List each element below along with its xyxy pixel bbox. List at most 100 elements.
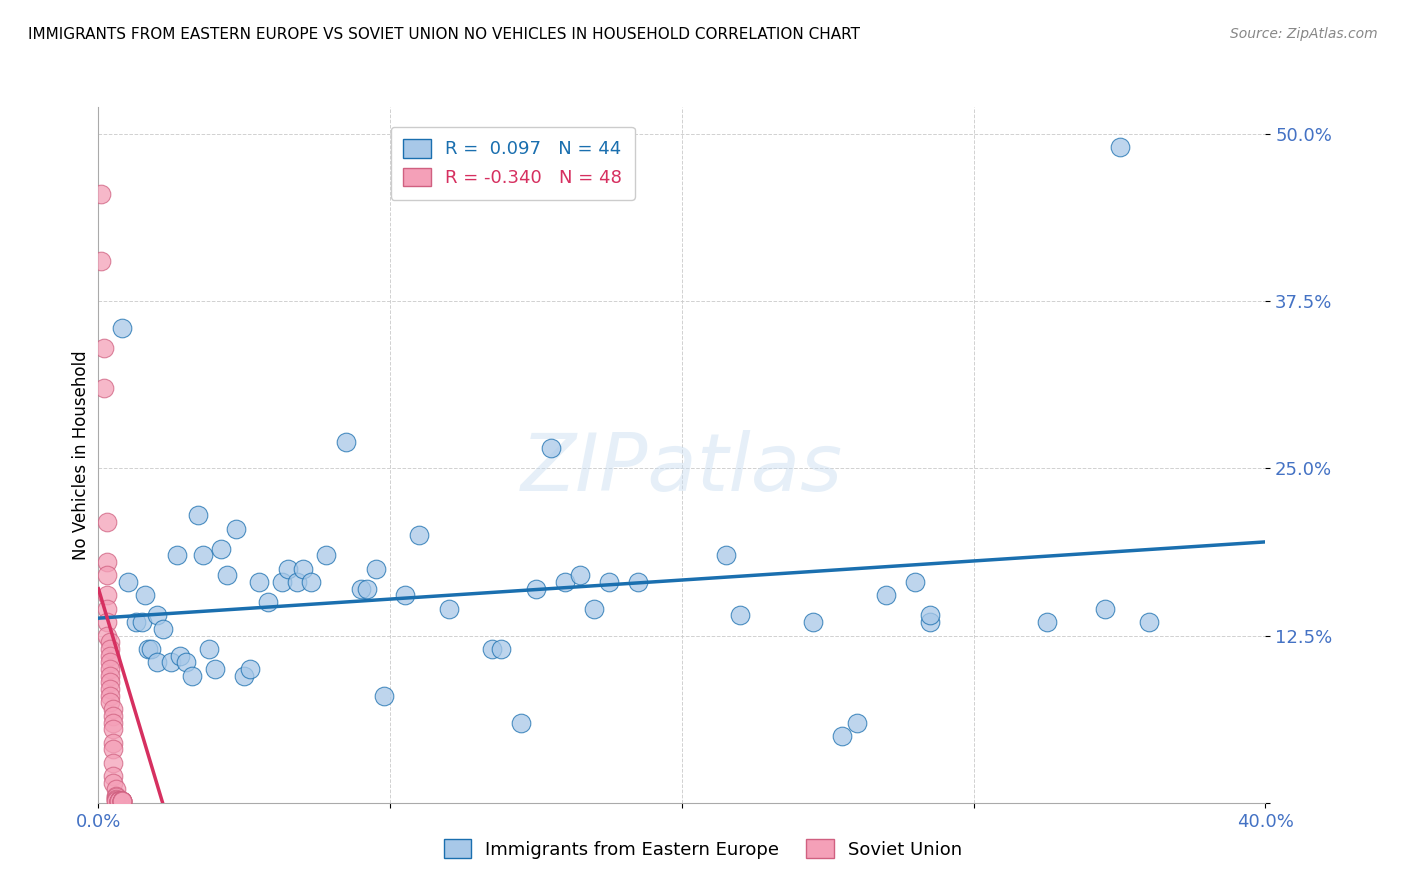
Point	[101, 776, 124, 790]
Text: Source: ZipAtlas.com: Source: ZipAtlas.com	[1230, 27, 1378, 41]
Point	[714, 548, 737, 563]
Point	[524, 582, 547, 596]
Point	[98, 655, 121, 669]
Point	[146, 655, 169, 669]
Point	[315, 548, 337, 563]
Point	[583, 602, 606, 616]
Text: IMMIGRANTS FROM EASTERN EUROPE VS SOVIET UNION NO VEHICLES IN HOUSEHOLD CORRELAT: IMMIGRANTS FROM EASTERN EUROPE VS SOVIET…	[28, 27, 860, 42]
Point	[350, 582, 373, 596]
Point	[111, 795, 134, 809]
Point	[627, 575, 650, 590]
Point	[131, 615, 153, 630]
Point	[146, 608, 169, 623]
Point	[256, 595, 278, 609]
Point	[108, 795, 131, 809]
Point	[291, 562, 314, 576]
Point	[187, 508, 209, 523]
Point	[554, 575, 576, 590]
Point	[96, 555, 118, 569]
Point	[93, 381, 115, 395]
Point	[134, 589, 156, 603]
Point	[111, 321, 134, 335]
Point	[108, 795, 131, 809]
Point	[233, 669, 256, 683]
Point	[204, 662, 226, 676]
Text: ZIPatlas: ZIPatlas	[520, 430, 844, 508]
Point	[136, 642, 159, 657]
Point	[104, 782, 127, 797]
Point	[90, 254, 112, 268]
Point	[904, 575, 927, 590]
Point	[104, 795, 127, 809]
Point	[101, 742, 124, 756]
Point	[373, 689, 395, 703]
Y-axis label: No Vehicles in Household: No Vehicles in Household	[72, 350, 90, 560]
Point	[96, 628, 118, 642]
Point	[540, 442, 562, 455]
Point	[215, 568, 238, 582]
Point	[101, 769, 124, 783]
Point	[125, 615, 148, 630]
Point	[1108, 140, 1130, 154]
Point	[101, 702, 124, 716]
Legend: Immigrants from Eastern Europe, Soviet Union: Immigrants from Eastern Europe, Soviet U…	[433, 829, 973, 870]
Point	[239, 662, 262, 676]
Point	[160, 655, 183, 669]
Point	[918, 615, 941, 630]
Point	[104, 789, 127, 804]
Point	[166, 548, 188, 563]
Point	[111, 795, 134, 809]
Point	[271, 575, 294, 590]
Point	[174, 655, 197, 669]
Point	[98, 635, 121, 649]
Point	[101, 715, 124, 730]
Point	[169, 648, 191, 663]
Point	[101, 723, 124, 737]
Point	[104, 792, 127, 806]
Point	[98, 642, 121, 657]
Point	[198, 642, 221, 657]
Point	[98, 696, 121, 710]
Point	[277, 562, 299, 576]
Point	[408, 528, 430, 542]
Point	[247, 575, 270, 590]
Point	[193, 548, 215, 563]
Point	[98, 669, 121, 683]
Point	[364, 562, 387, 576]
Point	[111, 795, 134, 809]
Point	[285, 575, 308, 590]
Point	[356, 582, 378, 596]
Point	[98, 681, 121, 696]
Point	[111, 795, 134, 809]
Point	[918, 608, 941, 623]
Point	[93, 341, 115, 355]
Point	[831, 729, 853, 743]
Point	[96, 615, 118, 630]
Point	[299, 575, 322, 590]
Point	[96, 589, 118, 603]
Point	[510, 715, 533, 730]
Point	[96, 568, 118, 582]
Point	[98, 662, 121, 676]
Point	[96, 602, 118, 616]
Point	[394, 589, 416, 603]
Point	[90, 187, 112, 202]
Point	[101, 756, 124, 770]
Point	[225, 521, 247, 535]
Point	[209, 541, 232, 556]
Point	[108, 795, 131, 809]
Point	[846, 715, 869, 730]
Point	[1094, 602, 1116, 616]
Point	[98, 648, 121, 663]
Point	[180, 669, 202, 683]
Point	[111, 795, 134, 809]
Point	[108, 795, 131, 809]
Point	[1137, 615, 1160, 630]
Point	[437, 602, 460, 616]
Point	[96, 515, 118, 529]
Point	[801, 615, 824, 630]
Point	[875, 589, 897, 603]
Point	[104, 793, 127, 807]
Point	[111, 795, 134, 809]
Point	[104, 790, 127, 805]
